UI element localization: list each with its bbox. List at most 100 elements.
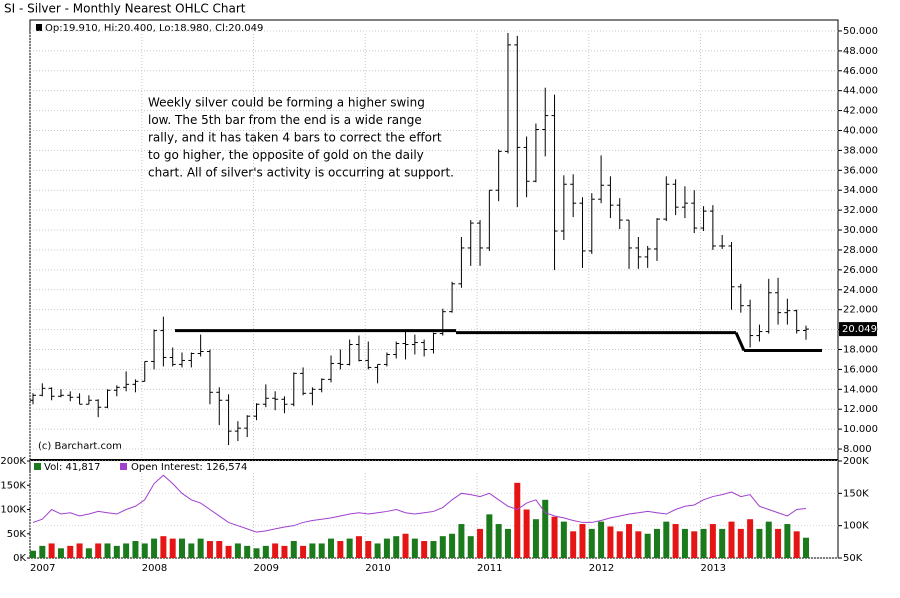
volume-bar	[30, 550, 36, 558]
y-tick-label: 38.000	[843, 145, 878, 156]
x-tick-label: 2011	[477, 563, 502, 574]
y2-tick-label: 50K	[843, 553, 863, 564]
volume-bar	[607, 526, 614, 558]
x-tick-label: 2010	[365, 563, 390, 574]
volume-bar	[300, 545, 307, 558]
volume-header: Vol: 41,817	[44, 462, 101, 473]
y-tick-label: 32.000	[843, 205, 878, 216]
volume-bar	[374, 543, 381, 558]
volume-bar	[337, 541, 344, 558]
oi-legend-swatch	[120, 463, 127, 470]
volume-bar	[700, 528, 707, 558]
x-tick-label: 2008	[142, 563, 167, 574]
volume-bar	[95, 543, 102, 558]
volume-bar	[318, 543, 325, 558]
x-tick-label: 2012	[589, 563, 614, 574]
volume-legend-swatch	[34, 463, 41, 470]
volume-bar	[523, 509, 530, 558]
x-tick-label: 2013	[701, 563, 726, 574]
volume-bar	[579, 524, 586, 558]
volume-bar	[532, 519, 539, 558]
y-tick-label: 16.000	[843, 364, 878, 375]
annotation: rally, and it has taken 4 bars to correc…	[148, 131, 442, 145]
y2-tick-label: 150K	[843, 488, 869, 499]
volume-bar	[411, 538, 418, 558]
volume-bar	[672, 524, 679, 558]
volume-bar	[169, 538, 176, 558]
volume-bar	[504, 528, 511, 558]
volume-bar	[560, 521, 567, 558]
volume-tick-label: 100K	[0, 505, 26, 516]
volume-bar	[588, 528, 595, 558]
y-tick-label: 10.000	[843, 424, 878, 435]
annotation: Weekly silver could be forming a higher …	[148, 96, 425, 110]
volume-tick-label: 150K	[0, 480, 26, 491]
volume-bar	[551, 516, 558, 558]
y-tick-label: 50.000	[843, 26, 878, 37]
y-tick-label: 18.000	[843, 344, 878, 355]
volume-bar	[691, 531, 698, 558]
volume-tick-label: 0K	[13, 553, 26, 564]
volume-bar	[486, 514, 493, 558]
volume-bar	[57, 548, 64, 558]
volume-bar	[309, 543, 316, 558]
volume-bar	[244, 545, 251, 558]
y-tick-label: 24.000	[843, 285, 878, 296]
copyright: (c) Barchart.com	[38, 441, 122, 452]
annotation: chart. All of silver's activity is occur…	[148, 166, 454, 180]
volume-bar	[430, 541, 437, 558]
volume-bar	[635, 531, 642, 558]
support-line	[734, 331, 746, 352]
volume-tick-label: 200K	[0, 456, 26, 467]
volume-bar	[67, 545, 74, 558]
y-tick-label: 26.000	[843, 265, 878, 276]
volume-bar	[216, 541, 223, 558]
volume-bar	[160, 536, 167, 558]
volume-bar	[123, 543, 130, 558]
volume-bar	[206, 541, 213, 558]
volume-bar	[449, 533, 456, 558]
y-tick-label: 12.000	[843, 404, 878, 415]
volume-bar	[458, 524, 465, 558]
volume-bar	[76, 543, 83, 558]
volume-bar	[495, 524, 502, 558]
volume-bar	[141, 543, 148, 558]
oi-header: Open Interest: 126,574	[131, 462, 247, 473]
volume-bar	[39, 545, 46, 558]
y-tick-label: 42.000	[843, 106, 878, 117]
y2-tick-label: 200K	[843, 456, 869, 467]
volume-bar	[383, 538, 390, 558]
y-tick-label: 8.000	[843, 444, 872, 455]
volume-bar	[262, 545, 269, 558]
volume-bar	[784, 524, 791, 558]
volume-bar	[272, 543, 279, 558]
y-tick-label: 34.000	[843, 185, 878, 196]
annotation: to go higher, the opposite of gold on th…	[148, 148, 424, 162]
volume-bar	[253, 548, 260, 558]
volume-bar	[775, 528, 782, 558]
y-tick-label: 44.000	[843, 86, 878, 97]
volume-bar	[132, 541, 139, 558]
open-interest-line	[32, 474, 807, 533]
y-tick-label: 14.000	[843, 384, 878, 395]
volume-bar	[281, 545, 288, 558]
volume-bar	[747, 519, 754, 558]
volume-bar	[402, 533, 409, 558]
volume-bar	[616, 531, 623, 558]
volume-bar	[151, 538, 158, 558]
y-tick-label: 40.000	[843, 125, 878, 136]
chart-title: SI - Silver - Monthly Nearest OHLC Chart	[4, 2, 246, 16]
volume-bar	[290, 541, 297, 558]
volume-bar	[104, 543, 111, 558]
annotation: low. The 5th bar from the end is a wide …	[148, 113, 422, 127]
volume-bar	[719, 528, 726, 558]
volume-bar	[113, 545, 120, 558]
y-tick-label: 46.000	[843, 66, 878, 77]
volume-bar	[365, 541, 372, 558]
volume-bar	[598, 521, 605, 558]
volume-bar	[570, 531, 577, 558]
y-tick-label: 30.000	[843, 225, 878, 236]
volume-bar	[803, 537, 809, 558]
y-tick-label: 48.000	[843, 46, 878, 57]
